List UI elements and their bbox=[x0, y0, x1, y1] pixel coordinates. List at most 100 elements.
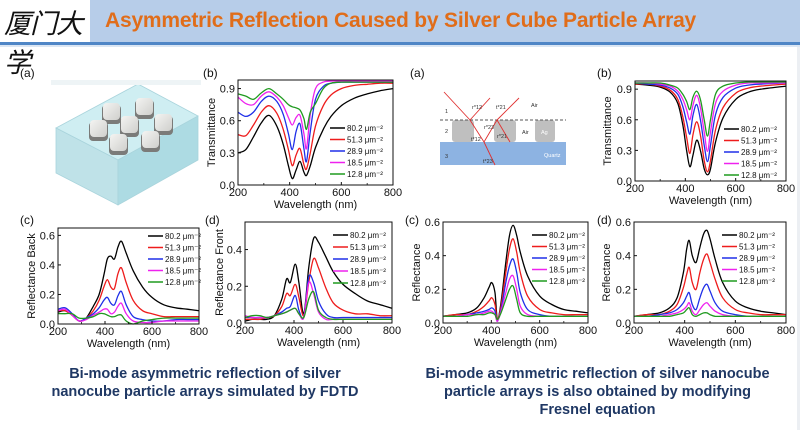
x-tick-label: 200 bbox=[625, 325, 643, 337]
y-axis-label: Reflectance bbox=[411, 243, 423, 301]
y-axis-label: Reflectance Front bbox=[214, 229, 226, 316]
x-tick-label: 200 bbox=[236, 325, 254, 337]
series-line-4 bbox=[442, 284, 588, 321]
series-line-4 bbox=[244, 290, 392, 321]
y-tick-label: 0.2 bbox=[227, 281, 242, 293]
x-tick-label: 200 bbox=[434, 325, 452, 337]
legend-label: 51.3 μm⁻² bbox=[741, 137, 777, 146]
title-band: Asymmetric Reflection Caused by Silver C… bbox=[90, 0, 800, 43]
legend-label: 12.8 μm⁻² bbox=[347, 170, 383, 179]
series-line-0 bbox=[442, 224, 589, 321]
x-tick-label: 800 bbox=[384, 187, 402, 199]
legend-label: 51.3 μm⁻² bbox=[350, 243, 386, 252]
legend-label: 18.5 μm⁻² bbox=[549, 266, 585, 275]
x-tick-label: 600 bbox=[530, 325, 548, 337]
x-tick-label: 600 bbox=[726, 183, 744, 195]
panel-label-left-a: (a) bbox=[20, 66, 35, 80]
y-tick-label: 0.0 bbox=[425, 318, 440, 330]
series-line-2 bbox=[634, 82, 787, 163]
x-axis-label: Wavelength (nm) bbox=[474, 337, 557, 349]
x-tick-label: 800 bbox=[777, 325, 795, 337]
y-tick-label: 0.2 bbox=[40, 289, 55, 301]
left-caption-line-1: Bi-mode asymmetric reflection of silver bbox=[69, 366, 341, 382]
y-tick-label: 0.3 bbox=[220, 148, 235, 160]
y-tick-label: 0.6 bbox=[616, 217, 631, 229]
right-caption-line-1: Bi-mode asymmetric reflection of silver … bbox=[425, 366, 770, 382]
x-tick-label: 200 bbox=[626, 183, 644, 195]
y-axis-label: Reflectance bbox=[601, 243, 613, 301]
x-tick-label: 400 bbox=[285, 325, 303, 337]
legend-label: 80.2 μm⁻² bbox=[165, 232, 201, 241]
x-axis-label: Wavelength (nm) bbox=[274, 199, 357, 211]
x-tick-label: 800 bbox=[190, 326, 208, 338]
x-tick-label: 600 bbox=[726, 325, 744, 337]
right-caption: Bi-mode asymmetric reflection of silver … bbox=[405, 365, 790, 419]
series-line-1 bbox=[237, 82, 394, 171]
series-line-3 bbox=[57, 302, 199, 324]
legend-label: 12.8 μm⁻² bbox=[350, 279, 386, 288]
legend-label: 28.9 μm⁻² bbox=[549, 254, 585, 263]
y-axis-label: Transmittance bbox=[602, 96, 614, 165]
header-divider-shadow bbox=[0, 45, 800, 47]
header-banner: 厦门大学 Asymmetric Reflection Caused by Sil… bbox=[0, 0, 800, 79]
series-line-4 bbox=[237, 81, 393, 130]
y-tick-label: 0.6 bbox=[425, 217, 440, 229]
x-axis-label: Wavelength (nm) bbox=[669, 195, 752, 207]
series-line-1 bbox=[633, 253, 786, 317]
legend-label: 18.5 μm⁻² bbox=[350, 267, 386, 276]
legend-label: 80.2 μm⁻² bbox=[347, 124, 383, 133]
series-line-1 bbox=[634, 83, 787, 173]
x-tick-label: 600 bbox=[334, 325, 352, 337]
logo-text: 厦门大学 bbox=[4, 9, 83, 79]
x-tick-label: 200 bbox=[229, 187, 247, 199]
left-caption-line-2: nanocube particle arrays simulated by FD… bbox=[51, 384, 359, 400]
slide-edge bbox=[797, 47, 800, 430]
legend-label: 28.9 μm⁻² bbox=[165, 255, 201, 264]
x-tick-label: 800 bbox=[777, 183, 795, 195]
series-line-0 bbox=[237, 87, 394, 180]
x-axis-label: Wavelength (nm) bbox=[668, 337, 751, 349]
y-axis-label: Reflectance Back bbox=[26, 233, 38, 319]
right-caption-line-2: particle arrays is also obtained by modi… bbox=[443, 384, 751, 400]
legend-label: 28.9 μm⁻² bbox=[350, 255, 386, 264]
legend-label: 80.2 μm⁻² bbox=[350, 231, 386, 240]
x-tick-label: 800 bbox=[383, 325, 401, 337]
legend-label: 51.3 μm⁻² bbox=[347, 136, 383, 145]
y-tick-label: 0.4 bbox=[425, 251, 440, 263]
y-tick-label: 0.3 bbox=[617, 145, 632, 157]
x-tick-label: 800 bbox=[579, 325, 597, 337]
y-tick-label: 0.9 bbox=[220, 84, 235, 96]
series-line-3 bbox=[634, 82, 786, 153]
y-tick-label: 0.0 bbox=[616, 318, 631, 330]
x-tick-label: 600 bbox=[332, 187, 350, 199]
series-line-0 bbox=[633, 229, 787, 317]
legend-label: 18.5 μm⁻² bbox=[741, 160, 777, 169]
legend-label: 80.2 μm⁻² bbox=[549, 231, 585, 240]
legend-label: 18.5 μm⁻² bbox=[347, 159, 383, 168]
series-line-3 bbox=[237, 80, 393, 150]
legend-label: 12.8 μm⁻² bbox=[741, 171, 777, 180]
x-tick-label: 400 bbox=[280, 187, 298, 199]
page-title: Asymmetric Reflection Caused by Silver C… bbox=[105, 9, 697, 32]
y-tick-label: 0.4 bbox=[40, 260, 55, 272]
y-tick-label: 0.9 bbox=[617, 84, 632, 96]
legend-label: 28.9 μm⁻² bbox=[347, 147, 383, 156]
y-tick-label: 0.0 bbox=[220, 180, 235, 192]
y-tick-label: 0.4 bbox=[616, 251, 631, 263]
x-axis-label: Wavelength (nm) bbox=[277, 337, 360, 349]
panel-label: (c) bbox=[405, 213, 419, 227]
series-line-4 bbox=[634, 81, 786, 137]
y-tick-label: 0.0 bbox=[617, 176, 632, 188]
legend-label: 28.9 μm⁻² bbox=[741, 148, 777, 157]
legend-label: 51.3 μm⁻² bbox=[739, 243, 775, 252]
right-caption-line-3: Fresnel equation bbox=[539, 402, 656, 418]
y-tick-label: 0.6 bbox=[40, 230, 55, 242]
y-tick-label: 0.2 bbox=[616, 284, 631, 296]
panel-label: (d) bbox=[205, 213, 220, 227]
series-line-4 bbox=[633, 307, 786, 318]
series-line-4 bbox=[57, 312, 199, 325]
legend-label: 12.8 μm⁻² bbox=[549, 277, 585, 286]
panel-label: (d) bbox=[597, 213, 612, 227]
